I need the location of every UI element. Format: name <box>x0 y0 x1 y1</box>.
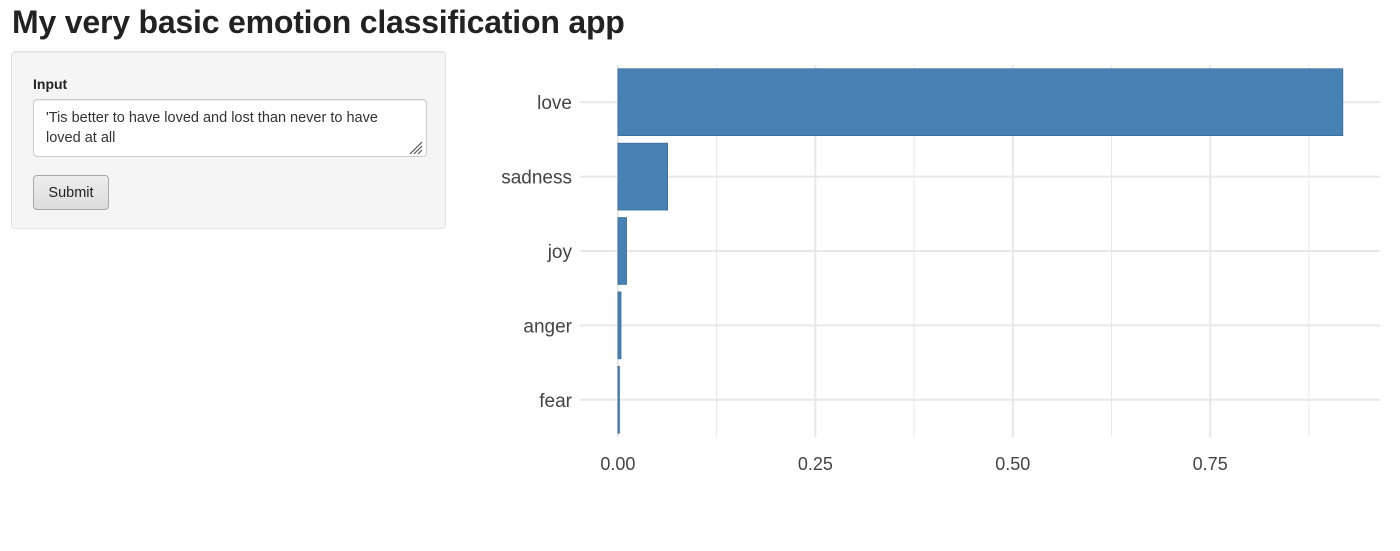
x-tick-label: 0.00 <box>600 454 635 474</box>
bar-love <box>617 68 1344 136</box>
category-label-love: love <box>537 93 572 114</box>
page-title: My very basic emotion classification app <box>12 4 625 40</box>
chart-svg: 0.00 0.25 0.50 0.75 love sadness joy anger fear <box>501 65 1380 474</box>
resize-handle-icon[interactable] <box>407 139 423 155</box>
x-tick-label: 0.50 <box>995 454 1030 474</box>
bar-fear <box>617 366 620 434</box>
bar-anger <box>617 291 622 360</box>
label-layer: 0.00 0.25 0.50 0.75 love sadness joy anger fear <box>501 93 1228 474</box>
category-label-sadness: sadness <box>501 168 572 189</box>
category-label-fear: fear <box>539 391 572 412</box>
input-label: Input <box>33 76 68 92</box>
bar-joy <box>617 217 627 285</box>
x-tick-label: 0.75 <box>1193 454 1228 474</box>
category-label-joy: joy <box>547 242 573 263</box>
category-label-anger: anger <box>523 316 572 337</box>
submit-button[interactable]: Submit <box>33 175 109 210</box>
emotion-bar-chart: 0.00 0.25 0.50 0.75 love sadness joy anger fear <box>450 45 1390 495</box>
sidebar-panel: Input 'Tis better to have loved and lost… <box>11 51 446 229</box>
text-input[interactable]: 'Tis better to have loved and lost than … <box>33 99 427 157</box>
bar-layer <box>617 68 1344 434</box>
bar-sadness <box>617 142 668 211</box>
x-tick-label: 0.25 <box>798 454 833 474</box>
